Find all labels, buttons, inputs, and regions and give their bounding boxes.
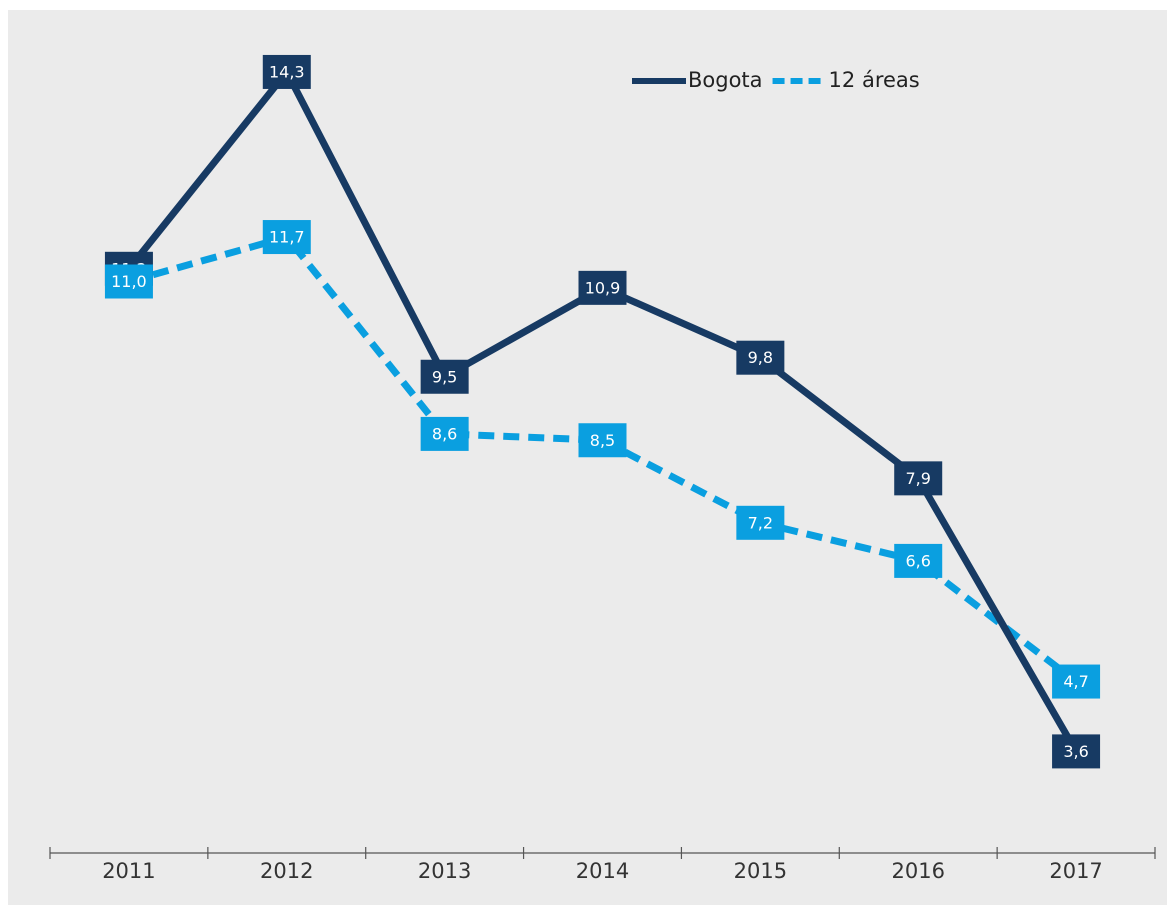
data-label-text: 8,5 <box>590 431 615 450</box>
data-label-box <box>736 505 785 540</box>
data-label: 6,6 <box>894 543 943 578</box>
data-label-box <box>262 54 311 89</box>
x-tick-label: 2011 <box>102 859 155 883</box>
data-label: 4,7 <box>1052 664 1101 699</box>
data-label-text: 8,6 <box>432 424 457 443</box>
data-label-box <box>894 543 943 578</box>
legend-label: 12 áreas <box>829 68 920 92</box>
data-label-text: 7,2 <box>748 513 773 532</box>
data-label: 8,5 <box>578 423 627 458</box>
data-label: 9,5 <box>420 359 469 394</box>
data-label-box <box>420 416 469 451</box>
data-label-text: 3,6 <box>1063 742 1088 761</box>
data-label-box <box>578 270 627 305</box>
data-label: 3,6 <box>1052 734 1101 769</box>
data-label-text: 7,9 <box>905 469 930 488</box>
data-label-text: 11,0 <box>111 272 147 291</box>
data-label-box <box>1052 734 1101 769</box>
data-label-box <box>420 359 469 394</box>
data-label-box <box>262 220 311 255</box>
data-label: 11,0 <box>104 264 153 299</box>
x-tick-label: 2012 <box>260 859 313 883</box>
data-label: 10,9 <box>578 270 627 305</box>
plot-background <box>8 10 1167 905</box>
data-label: 9,8 <box>736 340 785 375</box>
data-label-text: 11,7 <box>269 228 305 247</box>
data-label-text: 14,3 <box>269 62 305 81</box>
legend-label: Bogota <box>688 68 763 92</box>
data-label-box <box>736 340 785 375</box>
data-label-box <box>104 264 153 299</box>
x-tick-label: 2016 <box>891 859 944 883</box>
data-label: 7,2 <box>736 505 785 540</box>
data-label-text: 6,6 <box>905 551 930 570</box>
x-tick-label: 2015 <box>734 859 787 883</box>
data-label-box <box>1052 664 1101 699</box>
data-label: 14,3 <box>262 54 311 89</box>
data-label-text: 4,7 <box>1063 672 1088 691</box>
data-label-text: 9,8 <box>748 348 773 367</box>
data-label: 7,9 <box>894 461 943 496</box>
data-label-box <box>894 461 943 496</box>
data-label: 11,7 <box>262 220 311 255</box>
data-label-text: 9,5 <box>432 367 457 386</box>
x-tick-label: 2013 <box>418 859 471 883</box>
data-label: 8,6 <box>420 416 469 451</box>
x-tick-label: 2014 <box>576 859 629 883</box>
data-label-box <box>578 423 627 458</box>
data-label-text: 10,9 <box>585 278 621 297</box>
x-tick-label: 2017 <box>1049 859 1102 883</box>
